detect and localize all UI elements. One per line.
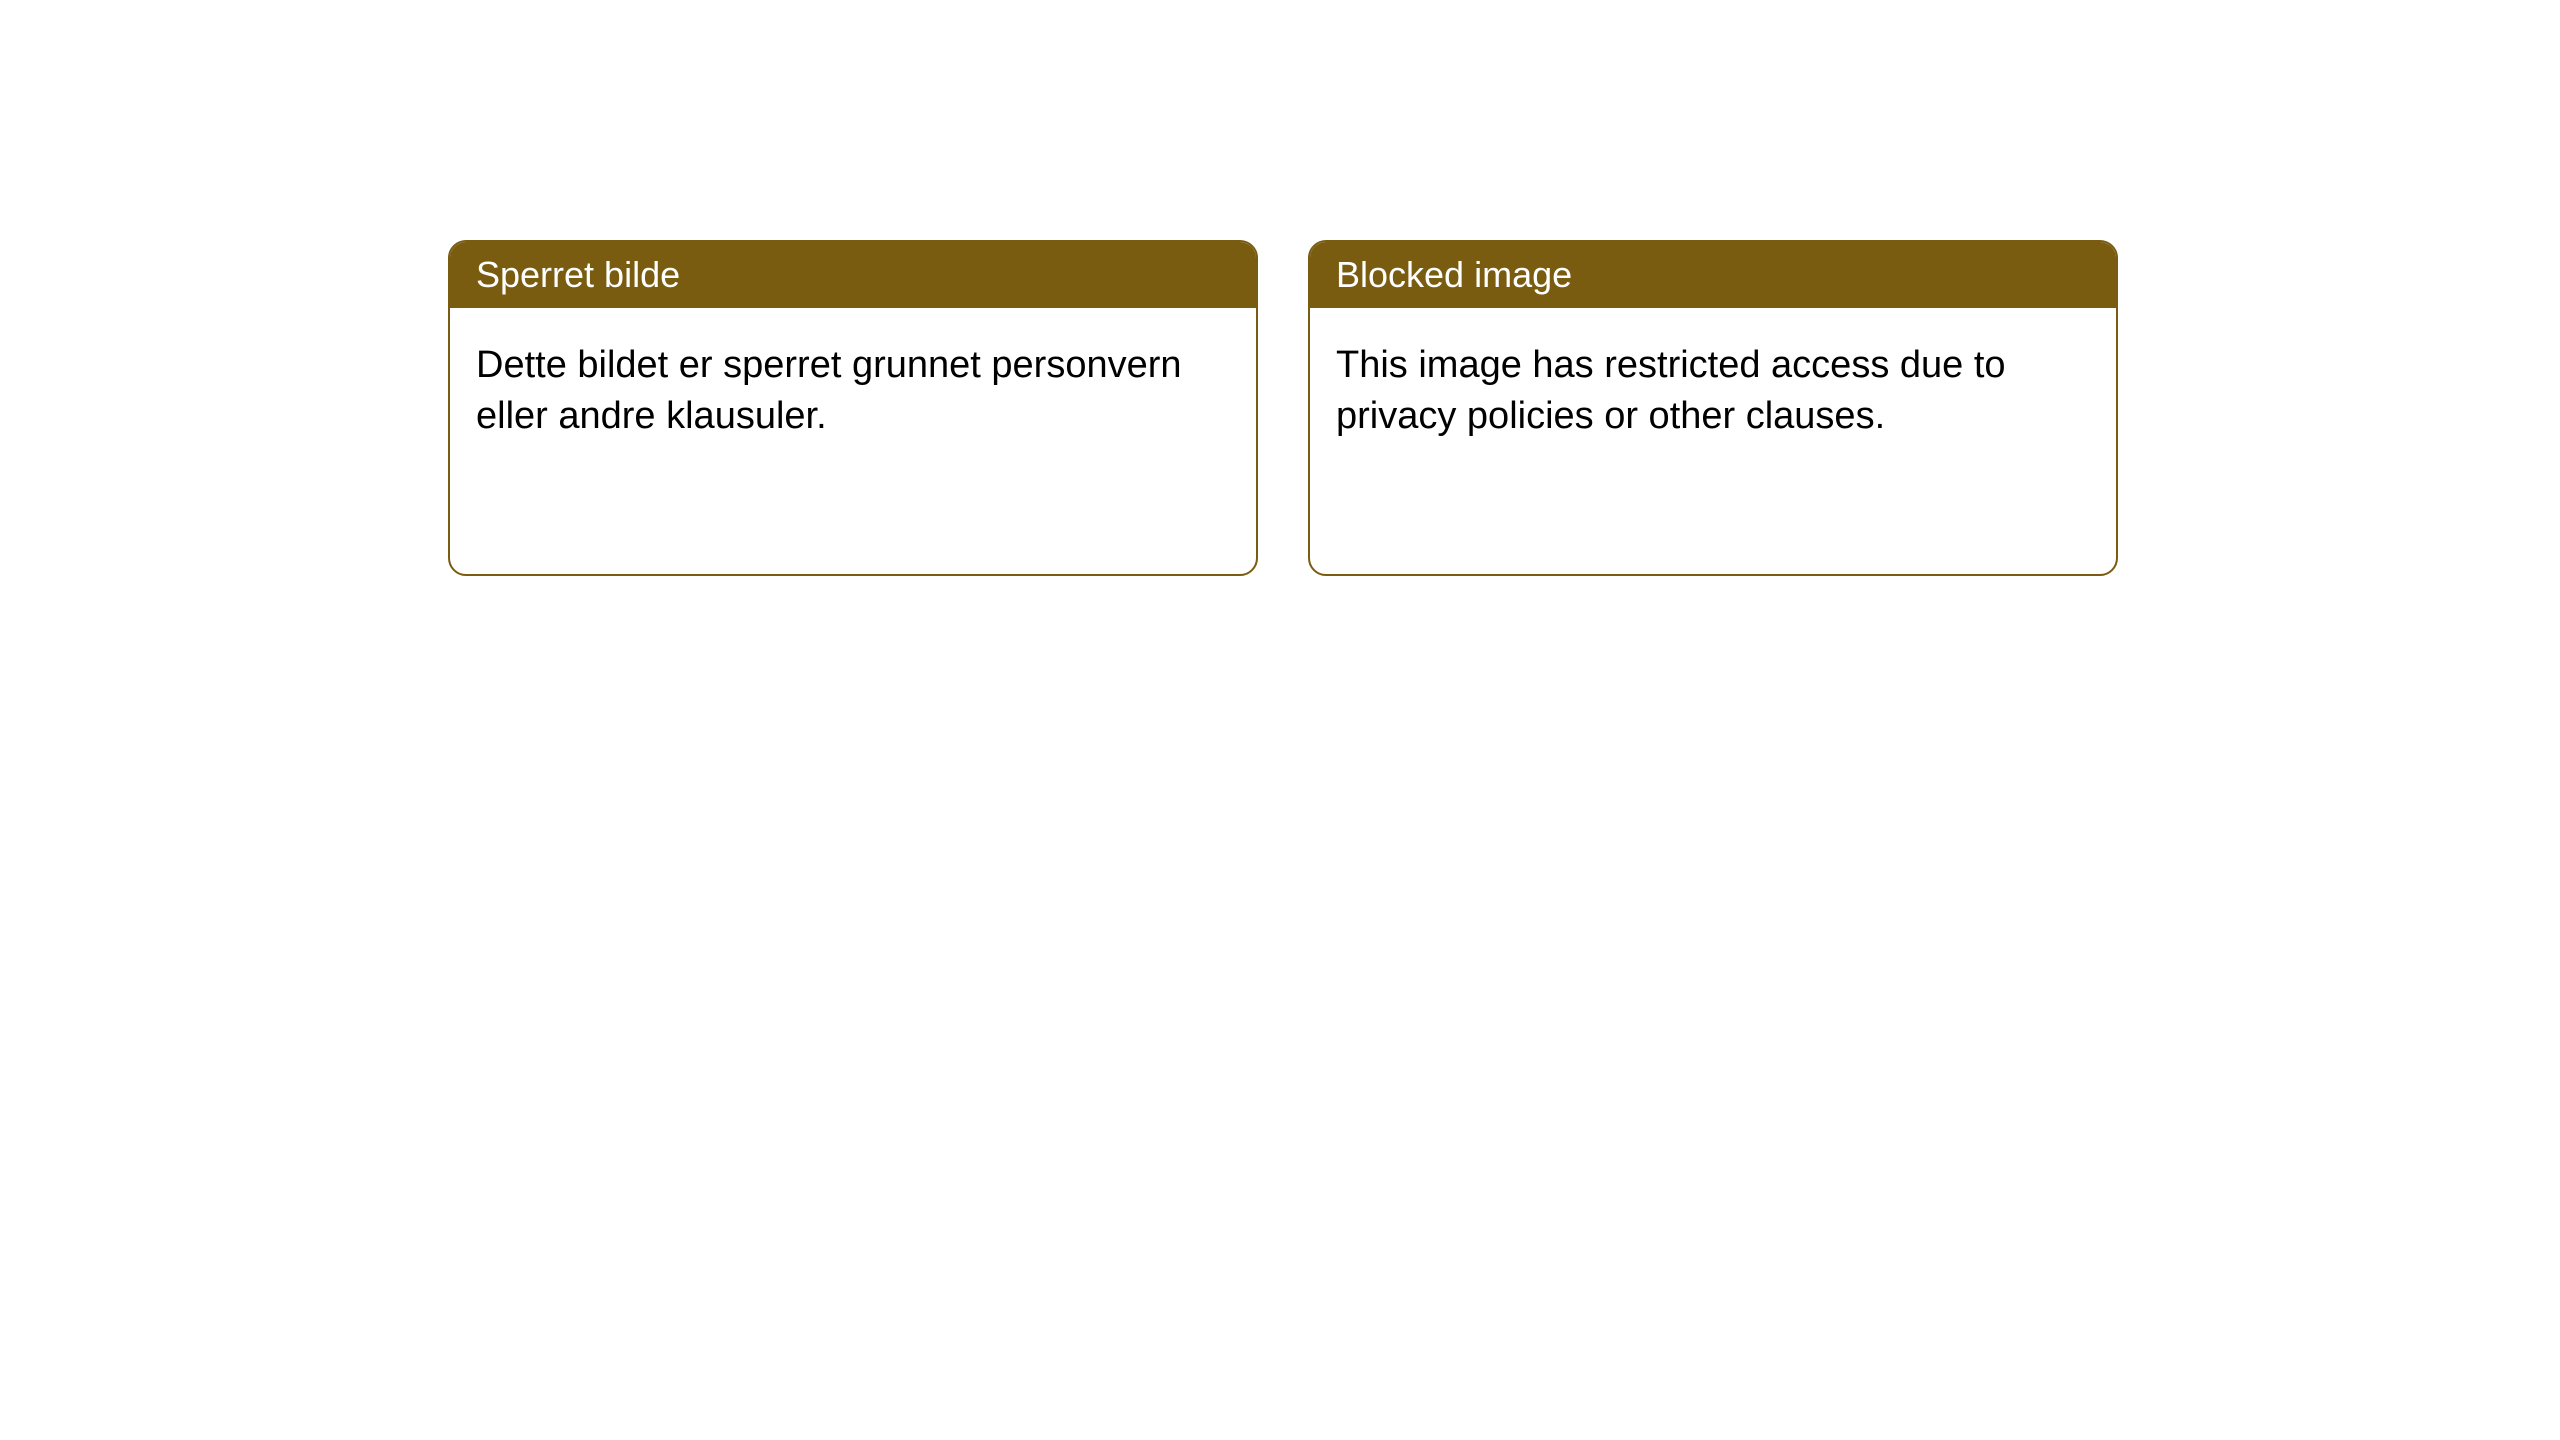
notice-container: Sperret bilde Dette bildet er sperret gr… [0,0,2560,576]
notice-card-english: Blocked image This image has restricted … [1308,240,2118,576]
notice-body-english: This image has restricted access due to … [1310,308,2116,475]
notice-header-norwegian: Sperret bilde [450,242,1256,308]
notice-header-english: Blocked image [1310,242,2116,308]
notice-body-norwegian: Dette bildet er sperret grunnet personve… [450,308,1256,475]
notice-card-norwegian: Sperret bilde Dette bildet er sperret gr… [448,240,1258,576]
